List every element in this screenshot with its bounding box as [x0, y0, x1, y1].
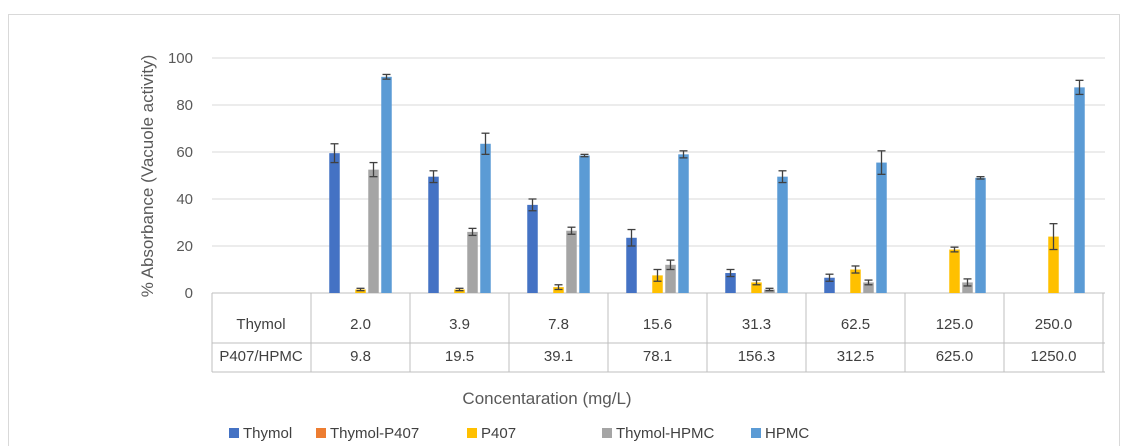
bars: [329, 76, 1085, 293]
bar-hpmc: [381, 76, 392, 293]
thymol-concentration-label: 3.9: [449, 316, 470, 333]
bar-thymol: [626, 237, 637, 293]
thymol-concentration-label: 31.3: [742, 316, 771, 333]
thymol-concentration-label: 15.6: [643, 316, 672, 333]
bar-hpmc: [579, 155, 590, 293]
legend: Thymol Thymol-P407 P407 Thymol-HPMC HPMC: [229, 425, 809, 442]
bar-p407: [751, 282, 762, 293]
legend-swatch: [229, 428, 239, 438]
bar-thymol: [725, 273, 736, 293]
bar-thymol: [824, 277, 835, 293]
bar-hpmc: [975, 177, 986, 293]
thymol-concentration-label: 7.8: [548, 316, 569, 333]
bar-thymol-hpmc: [467, 231, 478, 293]
thymol-concentration-label: 250.0: [1035, 316, 1073, 333]
thymol-concentration-label: 2.0: [350, 316, 371, 333]
p407-hpmc-concentration-label: 625.0: [936, 348, 974, 365]
legend-swatch: [316, 428, 326, 438]
bar-hpmc: [678, 154, 689, 293]
y-tick-label: 100: [168, 50, 193, 67]
bar-p407: [1048, 236, 1059, 293]
bar-thymol-hpmc: [962, 282, 973, 293]
bar-thymol-hpmc: [665, 264, 676, 293]
legend-label: P407: [481, 425, 516, 442]
bar-thymol-hpmc: [368, 169, 379, 293]
bar-thymol: [329, 153, 340, 293]
chart-frame: [8, 14, 1120, 446]
legend-swatch: [602, 428, 612, 438]
y-axis-title: % Absorbance (Vacuole activity): [138, 55, 157, 298]
thymol-concentration-label: 62.5: [841, 316, 870, 333]
thymol-concentration-label: 125.0: [936, 316, 974, 333]
bar-hpmc: [1074, 87, 1085, 293]
category-table-text: Thymol P407/HPMC 2.0 9.8 3.9 19.5 7.8 39.1 15.6 7…: [219, 316, 1076, 365]
bar-thymol: [428, 176, 439, 293]
bar-hpmc: [777, 176, 788, 293]
legend-swatch: [751, 428, 761, 438]
legend-label: Thymol-HPMC: [616, 425, 715, 442]
gridlines: [212, 57, 1105, 294]
bar-p407: [652, 275, 663, 293]
bar-thymol-hpmc: [566, 230, 577, 293]
p407-hpmc-concentration-label: 9.8: [350, 348, 371, 365]
bar-thymol: [527, 204, 538, 293]
bar-thymol-hpmc: [863, 282, 874, 293]
row-label-thymol: Thymol: [236, 316, 285, 333]
p407-hpmc-concentration-label: 156.3: [738, 348, 776, 365]
bar-p407: [949, 249, 960, 293]
y-tick-label: 0: [185, 285, 193, 302]
y-tick-label: 40: [176, 191, 193, 208]
p407-hpmc-concentration-label: 19.5: [445, 348, 474, 365]
error-bars: [330, 73, 1084, 292]
legend-label: Thymol-P407: [330, 425, 419, 442]
bar-p407: [850, 269, 861, 293]
y-tick-labels: 0 20 40 60 80 100: [168, 50, 193, 302]
x-axis-title: Concentaration (mg/L): [462, 389, 631, 408]
bar-hpmc: [876, 162, 887, 293]
y-tick-label: 60: [176, 144, 193, 161]
p407-hpmc-concentration-label: 312.5: [837, 348, 875, 365]
p407-hpmc-concentration-label: 78.1: [643, 348, 672, 365]
y-tick-label: 20: [176, 238, 193, 255]
p407-hpmc-concentration-label: 39.1: [544, 348, 573, 365]
bar-hpmc: [480, 143, 491, 293]
legend-label: Thymol: [243, 425, 292, 442]
y-tick-label: 80: [176, 97, 193, 114]
legend-label: HPMC: [765, 425, 809, 442]
p407-hpmc-concentration-label: 1250.0: [1031, 348, 1077, 365]
category-table-lines: [211, 293, 1105, 373]
row-label-p407-hpmc: P407/HPMC: [219, 348, 303, 365]
legend-swatch: [467, 428, 477, 438]
